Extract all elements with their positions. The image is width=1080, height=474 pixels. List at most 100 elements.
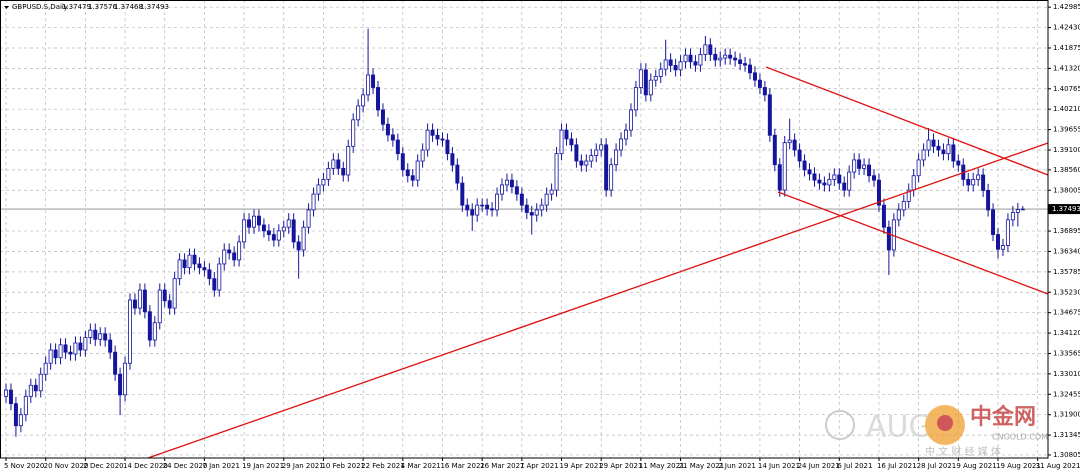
candle-body — [554, 153, 559, 191]
candle-body — [1015, 209, 1020, 213]
candle-body — [832, 174, 837, 180]
candle-body — [748, 64, 752, 74]
candle-body — [921, 149, 926, 161]
candle-body — [500, 184, 504, 195]
candle-body — [137, 289, 142, 309]
header: GBPUSD.S,Daily 1.37479 1.37576 1.37468 1… — [4, 3, 169, 11]
candle-body — [514, 186, 519, 195]
candle-body — [996, 234, 1000, 250]
candle-body — [628, 109, 633, 131]
candle-body — [1010, 212, 1015, 221]
candle-body — [103, 333, 108, 341]
candle-body — [28, 384, 33, 397]
x-tick-label: 14 Jun 2021 — [758, 462, 800, 470]
candle-body — [306, 209, 311, 228]
candle-body — [261, 224, 266, 232]
candle-body — [455, 164, 460, 184]
candle-body — [782, 142, 787, 191]
candle-body — [222, 249, 227, 265]
candle-body — [490, 208, 495, 211]
candle-body — [232, 252, 237, 261]
y-tick-label: 1.34120 — [1053, 329, 1080, 337]
candle-body — [43, 362, 48, 375]
candle-body — [256, 215, 261, 226]
candle-body — [604, 144, 609, 191]
x-tick-label: 29 Jan 2021 — [282, 462, 324, 470]
candle-body — [420, 149, 425, 162]
x-tick-label: 6 Jul 2021 — [837, 462, 872, 470]
candle-body — [291, 219, 296, 243]
candle-body — [281, 226, 286, 232]
candle-body — [857, 159, 862, 169]
candle-body — [48, 349, 53, 364]
candle-body — [817, 179, 822, 184]
x-tick-label: 19 Aug 2021 — [996, 462, 1041, 470]
candle-body — [465, 204, 470, 211]
candle-body — [867, 164, 872, 177]
candle-body — [881, 204, 886, 228]
candle-body — [380, 109, 385, 125]
candle-body — [812, 173, 817, 181]
candle-body — [88, 329, 93, 338]
candle-body — [162, 289, 167, 302]
candle-body — [415, 160, 420, 181]
candle-body — [316, 184, 321, 195]
candle-body — [534, 209, 539, 216]
candle-body — [376, 87, 380, 111]
candle-body — [594, 149, 599, 156]
x-tick-label: 9 Aug 2021 — [956, 462, 996, 470]
last-open: 1.37479 — [62, 3, 91, 11]
candle-body — [247, 219, 252, 228]
candle-body — [410, 175, 415, 181]
candle-body — [495, 193, 500, 211]
candle-body — [157, 289, 162, 324]
candle-body — [331, 159, 336, 169]
candle-body — [93, 329, 98, 340]
candle-body — [400, 153, 405, 171]
x-tick-label: 19 Apr 2021 — [560, 462, 603, 470]
candle-body — [38, 373, 43, 392]
last-high: 1.37576 — [88, 3, 117, 11]
candle-body — [1005, 219, 1010, 246]
candle-body — [351, 119, 356, 147]
candle-body — [68, 351, 73, 355]
candle-body — [23, 395, 28, 416]
y-tick-label: 1.34675 — [1053, 309, 1080, 317]
candle-body — [460, 182, 465, 206]
plot-frame — [0, 0, 1049, 459]
candle-body — [152, 322, 157, 341]
candle-body — [981, 174, 986, 191]
candle-body — [242, 219, 247, 243]
candle-body — [852, 159, 857, 173]
y-tick-label: 1.32455 — [1053, 390, 1080, 398]
candle-body — [311, 193, 316, 211]
y-tick-label: 1.33565 — [1053, 349, 1080, 357]
x-tick-label: 16 Mar 2021 — [440, 462, 484, 470]
candle-body — [519, 193, 524, 206]
candle-body — [177, 259, 182, 280]
candle-body — [624, 129, 628, 140]
candle-body — [549, 189, 554, 195]
candle-body — [346, 145, 351, 176]
candle-body — [728, 54, 733, 59]
candle-body — [326, 167, 331, 180]
candle-body — [792, 139, 797, 151]
candle-body — [405, 169, 410, 177]
candle-body — [276, 230, 281, 241]
candle-body — [445, 139, 450, 155]
trend-line — [777, 191, 1049, 295]
candle-body — [767, 94, 772, 136]
candle-body — [926, 139, 931, 151]
last-price-box — [1048, 204, 1080, 215]
candle-body — [951, 144, 956, 162]
candle-body — [777, 164, 782, 191]
candle-body — [118, 373, 123, 396]
candle-body — [147, 311, 152, 341]
candle-body — [698, 54, 703, 66]
candle-body — [485, 204, 490, 210]
x-tick-label: 22 Feb 2021 — [361, 462, 405, 470]
x-tick-label: 11 May 2021 — [639, 462, 685, 470]
candle-body — [971, 179, 976, 186]
